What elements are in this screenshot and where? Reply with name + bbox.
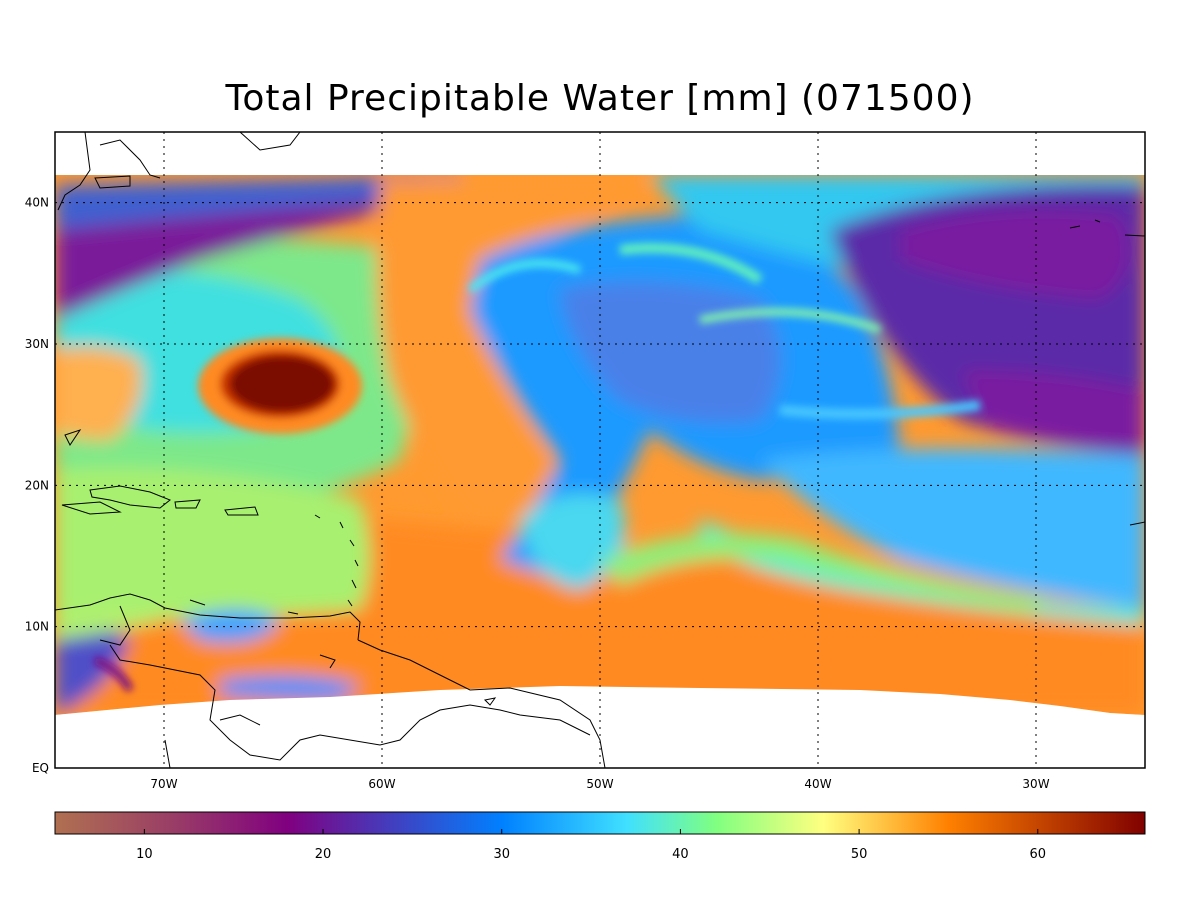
lon-tick-label: 70W — [150, 777, 177, 791]
colorbar-tick-label: 40 — [672, 847, 689, 862]
colorbar — [54, 811, 1146, 835]
lon-tick-label: 40W — [804, 777, 831, 791]
longitude-labels: 70W 60W 50W 40W 30W — [150, 777, 1049, 791]
colorbar-tick-label: 60 — [1030, 847, 1047, 862]
lon-tick-label: 30W — [1022, 777, 1049, 791]
lat-tick-label: 40N — [25, 196, 49, 210]
lat-tick-label: 10N — [25, 620, 49, 634]
colorbar-ticks: 10 20 30 40 50 60 — [136, 829, 1046, 862]
coastlines — [55, 132, 1145, 768]
lon-tick-label: 60W — [368, 777, 395, 791]
colorbar-tick-label: 20 — [315, 847, 332, 862]
lat-tick-label: 30N — [25, 337, 49, 351]
precipitable-water-field — [55, 132, 1145, 768]
map-grid — [55, 132, 1145, 768]
colorbar-tick-label: 50 — [851, 847, 868, 862]
colorbar-tick-label: 10 — [136, 847, 153, 862]
lat-tick-label: EQ — [32, 761, 49, 775]
latitude-labels: 40N 30N 20N 10N EQ — [25, 196, 49, 775]
lat-tick-label: 20N — [25, 478, 49, 492]
lon-tick-label: 50W — [586, 777, 613, 791]
map-title: Total Precipitable Water [mm] (071500) — [225, 78, 975, 119]
colorbar-tick-label: 30 — [493, 847, 510, 862]
map-frame — [54, 131, 1146, 769]
